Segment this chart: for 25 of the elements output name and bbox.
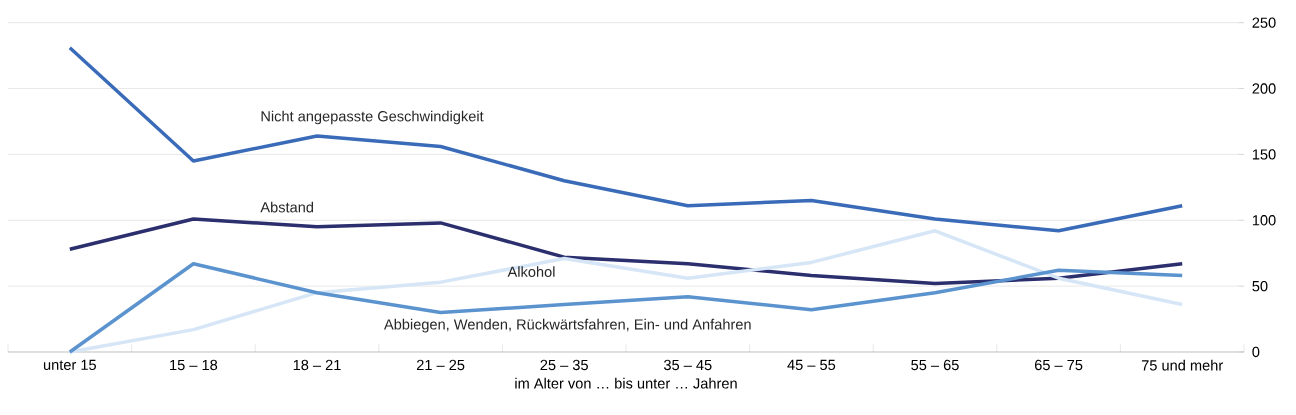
- line-series: [68, 262, 1184, 354]
- x-tick-label: 75 und mehr: [1141, 359, 1223, 371]
- x-tick-label: 35 – 45: [664, 359, 712, 371]
- x-tick-label: 21 – 25: [416, 359, 465, 371]
- line-series: [68, 46, 1184, 233]
- y-tick-label: 0: [1252, 347, 1260, 358]
- x-tick-label: unter 15: [43, 359, 96, 371]
- line-series: [68, 229, 1184, 354]
- x-axis-title: im Alter von … bis unter … Jahren: [515, 378, 737, 389]
- y-tick-label: 100: [1252, 215, 1276, 226]
- x-tick-label: 55 – 65: [911, 359, 959, 371]
- y-tick-label: 50: [1252, 281, 1268, 292]
- x-tick-label: 18 – 21: [293, 359, 341, 371]
- series-label: Alkohol: [507, 266, 555, 278]
- x-tick-label: 15 – 18: [170, 359, 218, 371]
- y-tick-label: 200: [1252, 83, 1276, 94]
- series-label: Abbiegen, Wenden, Rückwärtsfahren, Ein- und Anfahren: [383, 319, 751, 333]
- y-tick-label: 150: [1252, 149, 1276, 160]
- x-tick-label: 65 – 75: [1034, 359, 1083, 371]
- series-label: Nicht angepasste Geschwindigkeit: [261, 110, 484, 125]
- line-series: [68, 217, 1184, 286]
- x-tick-label: 25 – 35: [540, 359, 588, 371]
- y-tick-label: 250: [1252, 17, 1276, 29]
- x-tick-label: 45 – 55: [787, 359, 836, 371]
- series-label: Abstand: [260, 201, 314, 213]
